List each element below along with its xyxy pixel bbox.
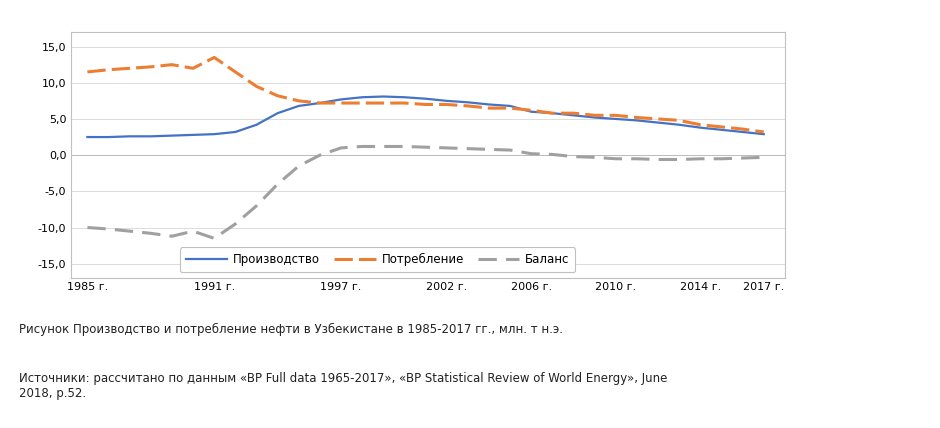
Text: Рисунок Производство и потребление нефти в Узбекистане в 1985-2017 гг., млн. т н: Рисунок Производство и потребление нефти… <box>19 323 563 336</box>
Legend: Производство, Потребление, Баланс: Производство, Потребление, Баланс <box>180 247 575 272</box>
Text: Источники: рассчитано по данным «BP Full data 1965-2017», «BP Statistical Review: Источники: рассчитано по данным «BP Full… <box>19 372 667 400</box>
